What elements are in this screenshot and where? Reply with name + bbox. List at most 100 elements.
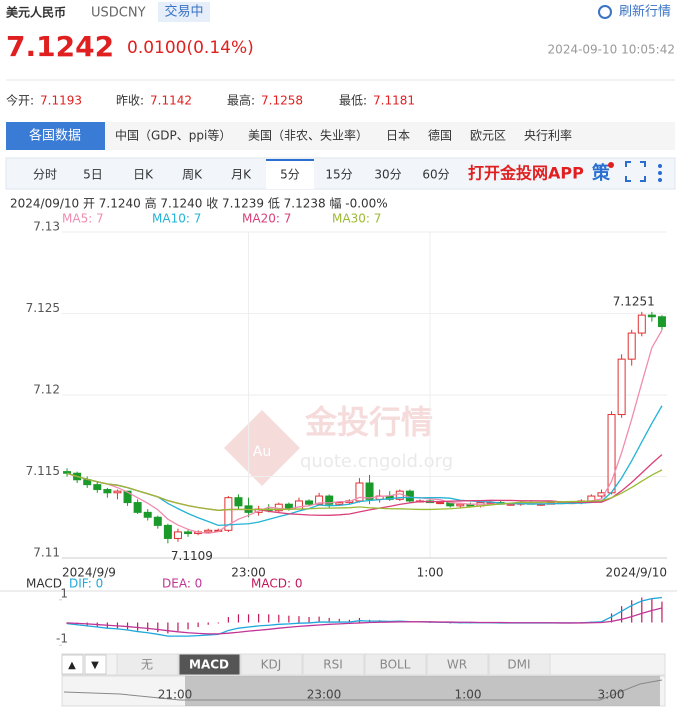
stat-label: 最低:	[339, 94, 367, 108]
indicator-tab-bg[interactable]	[178, 653, 241, 676]
watermark-logo-text: Au	[253, 444, 271, 460]
indicator-tab-bg[interactable]	[116, 653, 179, 676]
candle-body	[224, 497, 233, 531]
period-tab[interactable]: 月K	[231, 168, 252, 182]
navigator-line	[63, 679, 663, 701]
tab[interactable]: 欧元区	[470, 129, 506, 143]
indicator-tab[interactable]: 无	[141, 658, 153, 672]
candle-body	[143, 511, 152, 518]
candle-body	[63, 471, 72, 474]
stat-value: 7.1258	[261, 94, 303, 108]
period-tab[interactable]: 周K	[182, 168, 203, 182]
instrument-name: 美元人民币	[6, 5, 66, 20]
ma-legend: MA30: 7	[332, 212, 381, 226]
watermark-title: 金投行情	[304, 403, 433, 441]
candle-body	[123, 490, 132, 504]
period-bar	[5, 157, 676, 190]
tab[interactable]: 美国（非农、失业率）	[248, 128, 368, 143]
period-tab[interactable]: 30分	[374, 168, 401, 182]
macd-legend: DEA: 0	[162, 577, 202, 591]
indicator-tab[interactable]: MACD	[189, 658, 229, 672]
price-change: 0.0100(0.14%)	[127, 38, 254, 58]
refresh-label[interactable]: 刷新行情	[619, 4, 671, 20]
ma-line	[66, 405, 663, 527]
macd-line	[67, 607, 663, 635]
tab[interactable]: 中国（GDP、ppi等）	[115, 128, 231, 143]
stat-label: 今开:	[6, 93, 34, 108]
macd-line	[66, 596, 663, 637]
indicator-tab[interactable]: DMI	[507, 658, 530, 672]
candle-body	[184, 531, 193, 535]
indicator-tab-bg[interactable]	[364, 653, 427, 676]
stat-value: 7.1142	[150, 94, 192, 108]
more-button[interactable]	[658, 164, 662, 182]
refresh-icon	[598, 5, 612, 19]
refresh-button[interactable]: 刷新行情	[598, 4, 671, 20]
indicator-tab-bg[interactable]	[302, 653, 365, 676]
candle-body	[456, 503, 465, 507]
period-tab[interactable]: 60分	[422, 168, 449, 182]
period-tab[interactable]: 日K	[133, 168, 154, 182]
arrow[interactable]: ▼	[91, 660, 99, 671]
strategy-button[interactable]: 策	[592, 162, 611, 184]
period-tab[interactable]: 5分	[280, 168, 300, 182]
period-tab[interactable]: 15分	[325, 168, 352, 182]
tab[interactable]: 各国数据	[29, 128, 81, 144]
price: 7.1242	[6, 30, 114, 63]
period-tab[interactable]: 5日	[83, 168, 103, 182]
status: 交易中	[164, 4, 203, 20]
candle-body	[113, 490, 122, 494]
candle-body	[133, 502, 142, 513]
annotation: 7.1109	[171, 549, 213, 563]
candle-body	[365, 482, 374, 500]
navigator-label: 23:00	[307, 688, 342, 702]
indicator-tab[interactable]: RSI	[323, 658, 343, 672]
badge-dot	[608, 162, 614, 168]
instrument-code: USDCNY	[91, 6, 146, 21]
candle-body	[335, 502, 344, 505]
app-link[interactable]: 打开金投网APP	[468, 164, 584, 183]
candle-body	[204, 529, 213, 533]
candle-body	[657, 316, 666, 328]
candle-body	[627, 332, 636, 360]
arrow[interactable]: ▲	[68, 660, 76, 671]
indicator-tab-bg[interactable]	[488, 653, 551, 676]
indicator-tab[interactable]: BOLL	[380, 658, 411, 672]
arrow-button[interactable]	[84, 654, 107, 675]
y-tick-label: 1	[60, 586, 68, 600]
y-tick-label: -1	[56, 632, 68, 646]
watermark: Au 金投行情 quote.cngold.org	[224, 403, 453, 486]
candle-body	[234, 497, 243, 507]
y-tick-label: 7.12	[33, 383, 60, 397]
stat-label: 最高:	[227, 93, 255, 108]
navigator-label: 3:00	[598, 688, 625, 702]
fullscreen-button[interactable]	[625, 161, 646, 182]
tab-bar	[6, 122, 675, 150]
tab[interactable]: 德国	[428, 128, 452, 143]
candle-body	[436, 502, 445, 505]
candle-body	[173, 531, 182, 539]
timestamp: 2024-09-10 10:05:42	[548, 43, 675, 57]
arrow-button[interactable]	[61, 654, 84, 675]
candle-body	[637, 314, 646, 334]
indicator-tab[interactable]: WR	[447, 658, 467, 672]
x-tick-label: 2024/9/10	[605, 566, 667, 580]
period-tab[interactable]: 分时	[33, 168, 57, 182]
candle-body	[305, 500, 314, 505]
ma-legend: MA10: 7	[152, 212, 201, 226]
tab[interactable]: 日本	[386, 129, 410, 143]
indicator-tab-bg[interactable]	[240, 653, 303, 676]
candle-body	[647, 314, 656, 318]
candle-body	[103, 489, 112, 494]
navigator-window[interactable]	[185, 676, 660, 706]
annotation: 7.1251	[613, 294, 655, 308]
candle-body	[597, 492, 606, 497]
ma-legend: MA20: 7	[242, 212, 291, 226]
macd-legend: MACD: 0	[251, 577, 302, 591]
tab[interactable]: 央行利率	[524, 128, 572, 143]
indicator-tab-bg[interactable]	[426, 653, 489, 676]
y-tick-label: 7.125	[26, 301, 60, 315]
indicator-tab[interactable]: KDJ	[261, 658, 282, 672]
